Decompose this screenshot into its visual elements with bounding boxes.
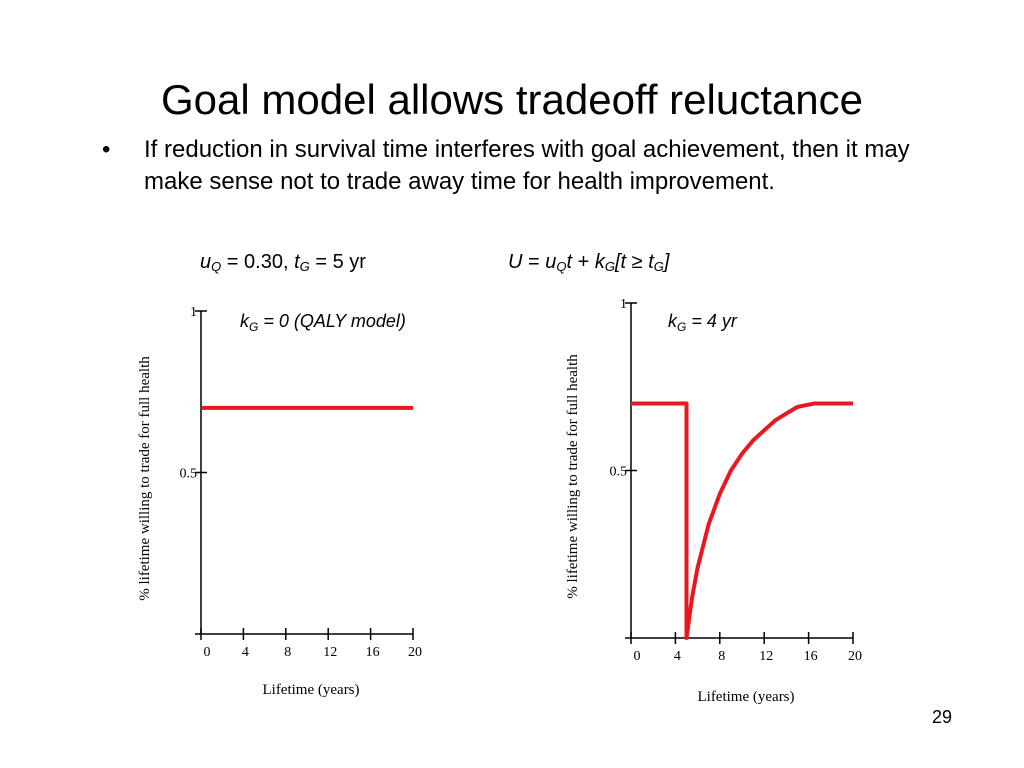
chart1-y-tick-label-1: 1 [190,305,197,320]
formula-plus: + [572,251,595,273]
uq-symbol: u [200,251,212,273]
utility-formula: U = uQt + kG[t ≥ tG] [508,250,669,279]
utility-symbol: U [508,251,523,273]
tg-value: = 5 yr [309,251,366,273]
parameters-formula: uQ = 0.30, tG = 5 yr [200,250,366,279]
chart2-series-line-0 [631,401,853,640]
formula-equals: = [522,251,546,273]
chart1-x-tick-label-2: 8 [284,645,291,660]
chart1-y-tick-label-0: 0.5 [180,467,198,482]
formula-u: u [545,251,557,273]
uq-value: = 0.30, [221,251,295,273]
uq-subscript: Q [211,259,222,274]
chart2-y-tick-label-1: 1 [620,297,627,312]
chart2-x-axis-label: Lifetime (years) [697,689,794,705]
chart2-x-tick-label-5: 20 [848,649,862,664]
formula-geq: ≥ [626,251,649,273]
chart2-x-tick-label-1: 4 [674,649,681,664]
chart1-y-axis-label: % lifetime willing to trade for full hea… [137,356,153,601]
formula-k-sub: G [604,259,615,274]
chart1-x-tick-label-5: 20 [408,645,422,660]
chart1-x-tick-label-3: 12 [323,645,337,660]
chart1-x-tick-label-1: 4 [242,645,249,660]
bullet-marker: • [102,136,111,163]
formula-t1: t [566,251,573,273]
slide-title: Goal model allows tradeoff reluctance [161,76,863,123]
chart2-y-tick-label-0: 0.5 [610,465,628,480]
chart2-title: kG = 4 yr [668,311,738,334]
bullet-text: If reduction in survival time interferes… [144,136,910,195]
chart2-x-tick-label-4: 16 [804,649,818,664]
formula-bracket-close: ] [663,251,670,273]
page-number: 29 [932,707,953,727]
chart1-title: kG = 0 (QALY model) [240,311,406,334]
formula-t3-sub: G [653,259,664,274]
chart2-y-axis-label: % lifetime willing to trade for full hea… [565,354,581,599]
tg-symbol: t [294,251,300,273]
formula-t3: t [648,251,654,273]
formula-bracket-open: [ [614,251,621,273]
chart1-x-tick-label-4: 16 [366,645,380,660]
formula-u-sub: Q [556,259,567,274]
chart2-x-tick-label-2: 8 [718,649,725,664]
chart2-x-tick-label-3: 12 [759,649,773,664]
chart1-x-axis-label: Lifetime (years) [262,682,359,698]
formula-t2: t [620,251,627,273]
formula-k: k [594,251,605,273]
tg-subscript: G [299,259,310,274]
chart1-x-tick-label-0: 0 [204,645,211,660]
chart2-x-tick-label-0: 0 [634,649,641,664]
